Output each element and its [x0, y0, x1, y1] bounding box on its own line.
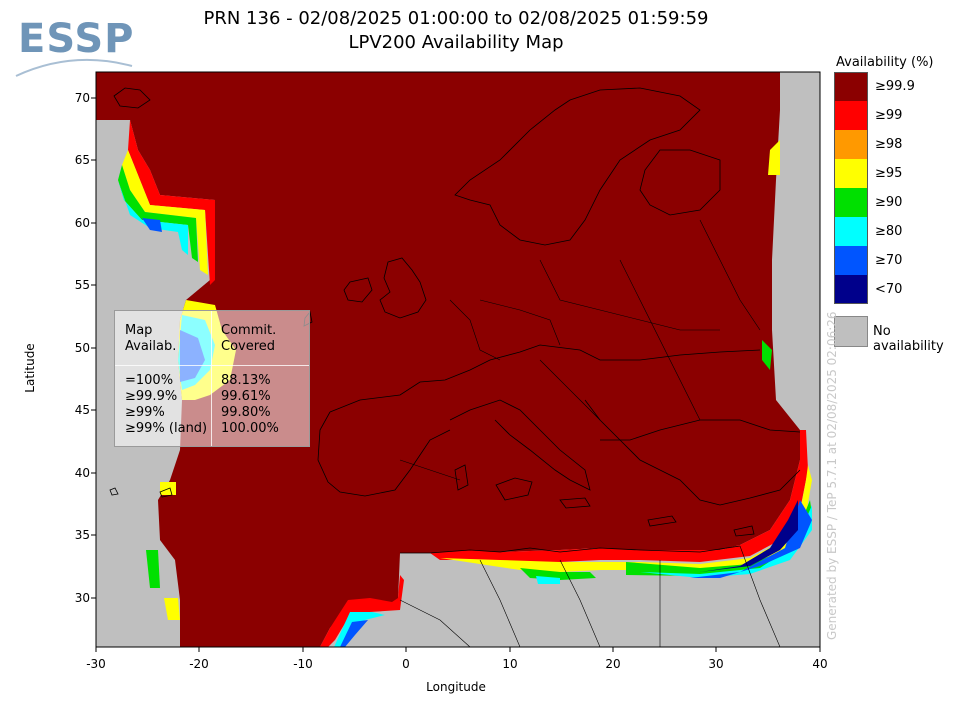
- coverage-band-sw-yellow2: [164, 598, 180, 620]
- x-axis-label: Longitude: [426, 680, 486, 694]
- stats-rows-availability: =100% ≥99.9% ≥99% ≥99% (land): [125, 373, 208, 436]
- xtick-label: -20: [189, 657, 209, 671]
- y-axis-label: Latitude: [23, 343, 37, 393]
- map-title: PRN 136 - 02/08/2025 01:00:00 to 02/08/2…: [203, 8, 709, 29]
- legend-swatch: [834, 159, 868, 188]
- ytick-label: 55: [74, 278, 90, 292]
- country-borders: [399, 219, 781, 647]
- coverage-main-region: [96, 72, 800, 647]
- coverage-band-med-yellow: [440, 465, 812, 572]
- legend-label: ≥90: [875, 195, 903, 210]
- coverage-band-med-green: [520, 500, 812, 580]
- stats-divider-vertical: [211, 311, 212, 446]
- legend-label: ≥99.9: [875, 79, 915, 94]
- legend-label: ≥98: [875, 137, 903, 152]
- xtick-label: 20: [605, 657, 621, 671]
- coverage-band-med-darkblue: [700, 500, 798, 572]
- coverage-stats-box: Map Availab. Commit. Covered =100% ≥99.9…: [114, 310, 310, 447]
- coverage-band-east-yellow: [768, 140, 780, 175]
- ytick-label: 40: [74, 466, 90, 480]
- legend-swatch: [834, 275, 868, 304]
- legend-label: ≥95: [875, 166, 903, 181]
- legend-label: ≥99: [875, 108, 903, 123]
- legend-title: Availability (%): [836, 55, 934, 70]
- legend-swatch: [834, 188, 868, 217]
- coverage-band-west-yellow: [122, 150, 208, 275]
- map-subtitle: LPV200 Availability Map: [348, 32, 564, 53]
- ytick-label: 30: [74, 591, 90, 605]
- xtick-label: -10: [293, 657, 313, 671]
- legend-swatch: [834, 217, 868, 246]
- ytick-label: 70: [74, 91, 90, 105]
- coverage-band-med-blue: [690, 500, 812, 578]
- legend-label: ≥80: [875, 224, 903, 239]
- coverage-band-east-green: [762, 340, 772, 370]
- xtick-label: 30: [708, 657, 724, 671]
- coverage-band-sw-green: [146, 550, 160, 588]
- legend-swatch: [834, 130, 868, 159]
- coverage-band-africa-red: [320, 575, 404, 647]
- xtick-label: 40: [812, 657, 828, 671]
- ytick-label: 35: [74, 528, 90, 542]
- legend-no-availability-swatch: [834, 316, 868, 347]
- stats-rows-covered: 88.13% 99.61% 99.80% 100.00%: [221, 373, 279, 436]
- legend-label: <70: [875, 282, 903, 297]
- generated-by-watermark: Generated by ESSP / TeP 5.7.1 at 02/08/2…: [825, 311, 839, 640]
- stats-divider-horizontal: [115, 365, 309, 366]
- legend-swatch: [834, 246, 868, 275]
- essp-logo: ESSP: [12, 14, 137, 84]
- stats-header-covered: Commit. Covered: [221, 323, 277, 354]
- legend-swatch: [834, 101, 868, 130]
- coverage-band-west-red: [128, 120, 215, 285]
- xtick-label: -30: [86, 657, 106, 671]
- stats-header-availability: Map Availab.: [125, 323, 177, 354]
- legend-no-availability-label: No availability: [873, 324, 944, 354]
- ytick-label: 50: [74, 341, 90, 355]
- legend-swatch: [834, 72, 868, 101]
- xtick-label: 10: [502, 657, 518, 671]
- coastlines: [109, 87, 801, 554]
- ytick-label: 65: [74, 153, 90, 167]
- axis-ticks: [91, 97, 821, 652]
- legend-label: ≥70: [875, 253, 903, 268]
- coverage-band-west-blue: [142, 218, 162, 232]
- coverage-band-africa-blue: [340, 620, 368, 647]
- logo-text: ESSP: [18, 16, 135, 62]
- ytick-label: 60: [74, 216, 90, 230]
- ytick-label: 45: [74, 403, 90, 417]
- xtick-label: 0: [402, 657, 410, 671]
- coverage-band-africa-cyan: [334, 612, 385, 647]
